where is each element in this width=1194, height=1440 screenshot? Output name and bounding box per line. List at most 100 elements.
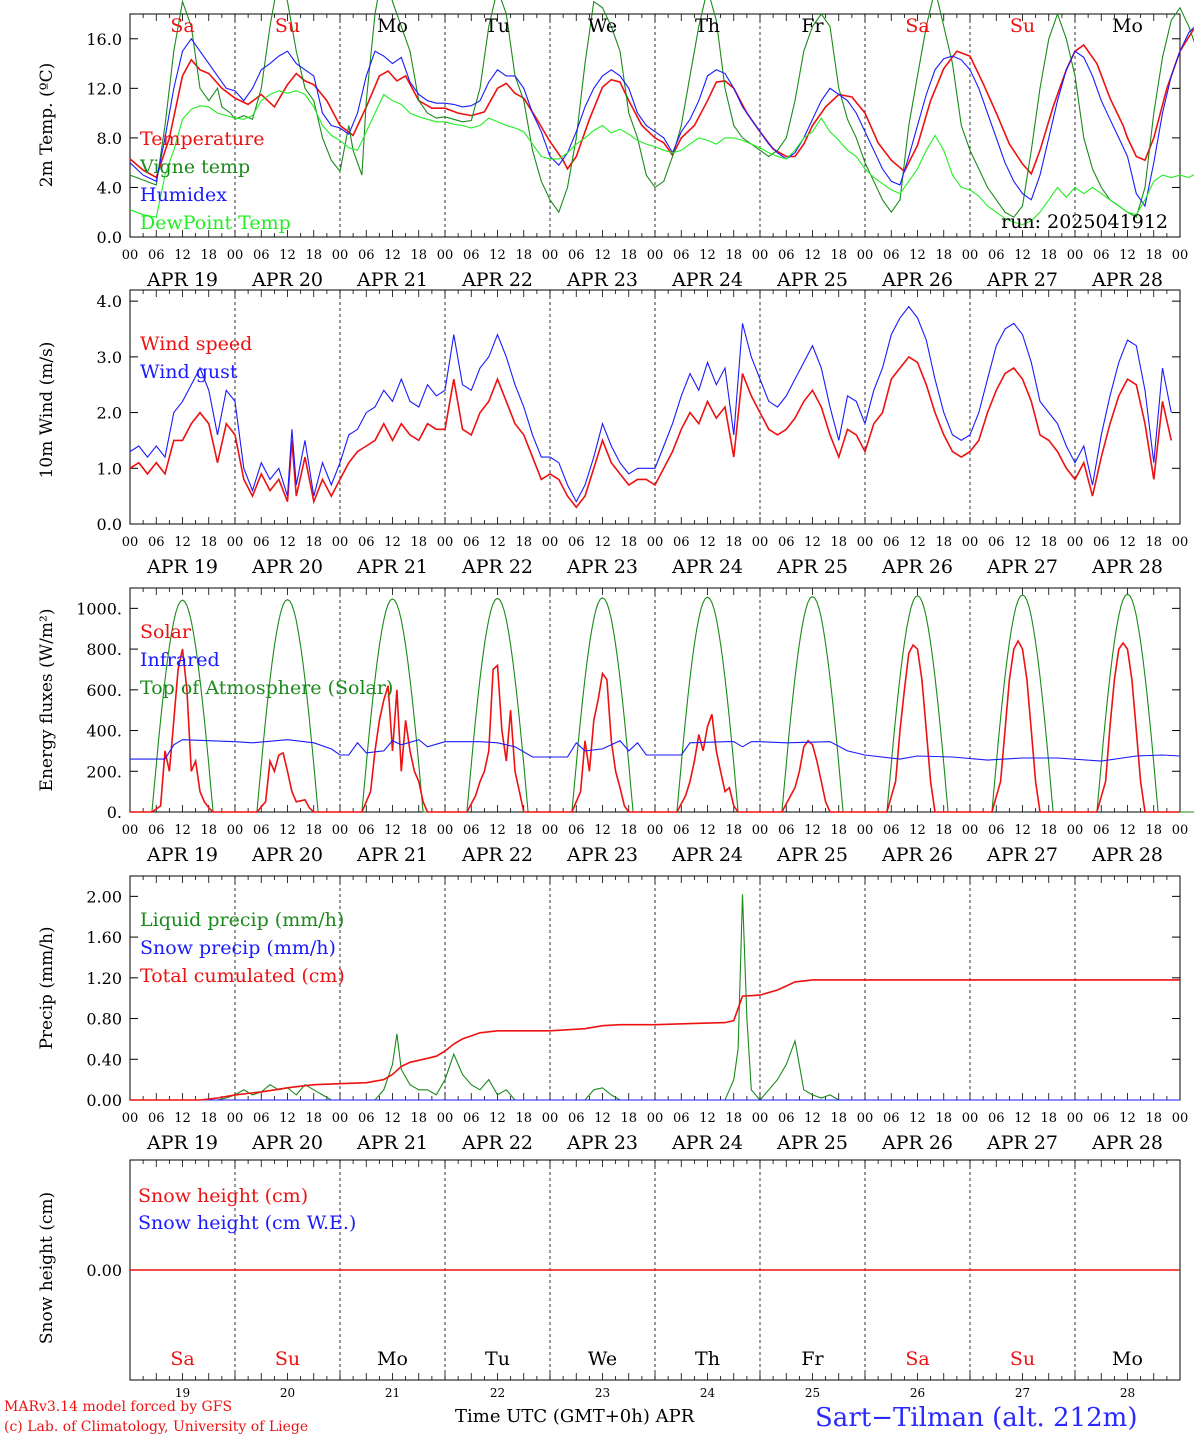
series-line-dewpoint-temp <box>129 90 1194 226</box>
series-line-solar <box>130 639 1180 813</box>
hour-tick-label: 18 <box>725 248 742 263</box>
hour-tick-label: 12 <box>909 823 926 838</box>
hour-tick-label: 00 <box>227 1111 244 1126</box>
y-tick-label: 3.0 <box>97 348 122 367</box>
hour-tick-label: 06 <box>253 823 270 838</box>
day-name-label: Mo <box>377 15 408 37</box>
date-label: APR 20 <box>251 1132 323 1154</box>
day-name-label: We <box>588 1348 617 1370</box>
hour-tick-label: 00 <box>437 248 454 263</box>
y-tick-label: 12.0 <box>86 79 122 98</box>
hour-tick-label: 12 <box>174 535 191 550</box>
date-label: APR 19 <box>146 844 218 866</box>
hour-tick-label: 06 <box>253 1111 270 1126</box>
hour-tick-label: 12 <box>384 248 401 263</box>
date-label: APR 28 <box>1091 1132 1163 1154</box>
toa-solar-line <box>151 593 1194 813</box>
hour-tick-label: 00 <box>437 1111 454 1126</box>
series-line-temperature <box>129 28 1194 179</box>
hour-tick-label: 18 <box>305 823 322 838</box>
date-label: APR 22 <box>461 556 533 578</box>
day-name-label: Th <box>695 15 720 37</box>
day-name-label: Su <box>1010 15 1035 37</box>
hour-tick-label: 18 <box>1145 535 1162 550</box>
date-label: APR 24 <box>671 269 743 291</box>
y-tick-label: 2.0 <box>97 404 122 423</box>
hour-tick-label: 06 <box>883 823 900 838</box>
legend-entry: Humidex <box>140 184 227 206</box>
y-tick-label: 8.0 <box>97 129 122 148</box>
hour-tick-label: 12 <box>384 1111 401 1126</box>
hour-tick-label: 12 <box>1119 248 1136 263</box>
day-number-label: 25 <box>805 1386 820 1400</box>
hour-tick-label: 12 <box>279 248 296 263</box>
day-name-label: Sa <box>170 15 194 37</box>
hour-tick-label: 06 <box>148 248 165 263</box>
hour-tick-label: 00 <box>647 248 664 263</box>
y-tick-label: 0.40 <box>86 1050 122 1069</box>
hour-tick-label: 12 <box>489 535 506 550</box>
hour-tick-label: 06 <box>1093 823 1110 838</box>
y-axis-title: 2m Temp. (ºC) <box>37 63 57 188</box>
hour-tick-label: 12 <box>1014 1111 1031 1126</box>
hour-tick-label: 18 <box>1145 823 1162 838</box>
date-label: APR 19 <box>146 556 218 578</box>
hour-tick-label: 12 <box>1014 823 1031 838</box>
hour-tick-label: 00 <box>1172 1111 1189 1126</box>
hour-tick-label: 06 <box>988 1111 1005 1126</box>
series-line-wind-speed <box>129 355 1173 509</box>
date-label: APR 25 <box>776 1132 848 1154</box>
hour-tick-label: 12 <box>804 535 821 550</box>
day-number-label: 28 <box>1120 1386 1135 1400</box>
hour-tick-label: 06 <box>673 535 690 550</box>
hour-tick-label: 00 <box>1172 535 1189 550</box>
date-label: APR 23 <box>566 269 638 291</box>
hour-tick-label: 12 <box>594 1111 611 1126</box>
hour-tick-label: 18 <box>1040 823 1057 838</box>
hour-tick-label: 00 <box>122 535 139 550</box>
day-number-label: 24 <box>700 1386 716 1400</box>
hour-tick-label: 06 <box>568 248 585 263</box>
date-label: APR 22 <box>461 844 533 866</box>
hour-tick-label: 00 <box>962 248 979 263</box>
hour-tick-label: 00 <box>437 535 454 550</box>
hour-tick-label: 18 <box>1145 1111 1162 1126</box>
hour-tick-label: 06 <box>358 823 375 838</box>
date-label: APR 23 <box>566 1132 638 1154</box>
hour-tick-label: 18 <box>935 248 952 263</box>
hour-tick-label: 00 <box>1172 823 1189 838</box>
day-name-label: Fr <box>801 15 824 37</box>
hour-tick-label: 18 <box>830 823 847 838</box>
hour-tick-label: 18 <box>305 535 322 550</box>
date-label: APR 23 <box>566 844 638 866</box>
hour-tick-label: 12 <box>489 823 506 838</box>
hour-tick-label: 00 <box>437 823 454 838</box>
hour-tick-label: 12 <box>1119 1111 1136 1126</box>
hour-tick-label: 12 <box>594 823 611 838</box>
y-tick-label: 4.0 <box>97 292 122 311</box>
day-number-label: 22 <box>490 1386 505 1400</box>
day-name-label: Th <box>695 1348 720 1370</box>
date-label: APR 24 <box>671 844 743 866</box>
hour-tick-label: 00 <box>962 823 979 838</box>
date-label: APR 19 <box>146 269 218 291</box>
y-tick-label: 0.00 <box>86 1261 122 1280</box>
y-tick-label: 2.00 <box>86 887 122 906</box>
hour-tick-label: 06 <box>568 823 585 838</box>
series-line-vigne-temp <box>129 0 1194 219</box>
series-line-humidex <box>129 26 1194 208</box>
hour-tick-label: 06 <box>778 248 795 263</box>
hour-tick-label: 00 <box>857 823 874 838</box>
hour-tick-label: 06 <box>148 1111 165 1126</box>
hour-tick-label: 12 <box>279 823 296 838</box>
legend-entry: Vigne temp <box>139 156 250 178</box>
hour-tick-label: 12 <box>489 248 506 263</box>
day-name-label: Sa <box>905 15 929 37</box>
hour-tick-label: 18 <box>515 535 532 550</box>
date-label: APR 19 <box>146 1132 218 1154</box>
hour-tick-label: 00 <box>227 248 244 263</box>
day-name-label: Su <box>275 15 300 37</box>
hour-tick-label: 18 <box>830 535 847 550</box>
hour-tick-label: 12 <box>1119 823 1136 838</box>
hour-tick-label: 00 <box>962 1111 979 1126</box>
